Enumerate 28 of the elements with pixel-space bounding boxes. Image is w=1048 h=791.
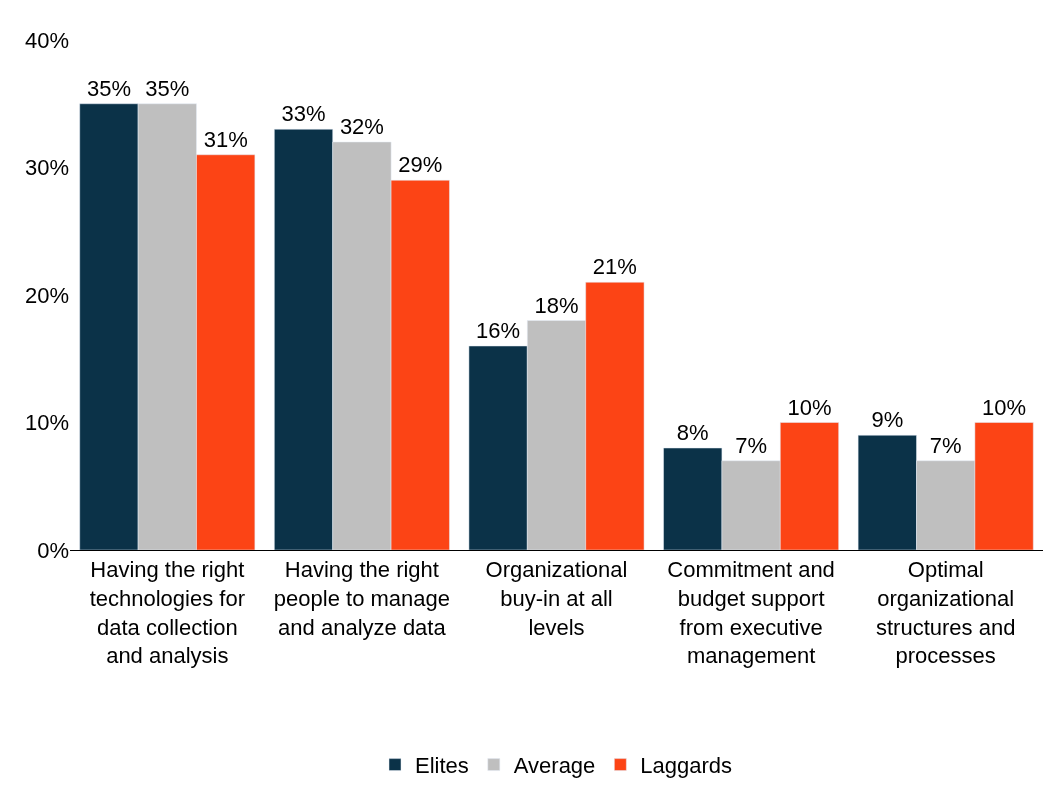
- x-tick-label: Optimal organizational structures and processes: [876, 557, 1016, 669]
- y-tick-label: 20%: [24, 282, 69, 308]
- data-label: 35%: [86, 75, 131, 101]
- legend-label: Elites: [415, 753, 469, 779]
- data-label: 7%: [735, 432, 767, 458]
- data-label: 8%: [676, 420, 709, 445]
- x-tick-label: Organizational buy-in at all levels: [485, 557, 628, 640]
- y-tick-label: 10%: [24, 410, 69, 436]
- y-tick-label: 40%: [24, 27, 69, 53]
- data-label: 33%: [281, 101, 326, 127]
- data-label: 10%: [787, 394, 832, 420]
- data-label: 31%: [203, 126, 248, 152]
- data-label: 9%: [871, 407, 904, 433]
- x-tick-label: Having the right people to manage and analyze data: [273, 557, 450, 640]
- data-label: 21%: [592, 254, 637, 280]
- data-label: 18%: [534, 292, 579, 318]
- x-tick-label: Having the right technologies for data collection and analysis: [89, 557, 245, 669]
- data-label: 10%: [982, 394, 1027, 420]
- data-label: 7%: [929, 432, 962, 458]
- legend-label: Average: [513, 753, 596, 779]
- data-label: 35%: [145, 75, 190, 101]
- x-tick-label: Commitment and budget support from executive management: [667, 557, 835, 669]
- data-label: 32%: [339, 114, 384, 139]
- y-tick-label: 30%: [24, 155, 69, 181]
- data-label: 29%: [398, 152, 443, 178]
- data-label: 16%: [476, 318, 521, 343]
- y-tick-label: 0%: [37, 537, 69, 563]
- legend-label: Laggards: [640, 753, 733, 779]
